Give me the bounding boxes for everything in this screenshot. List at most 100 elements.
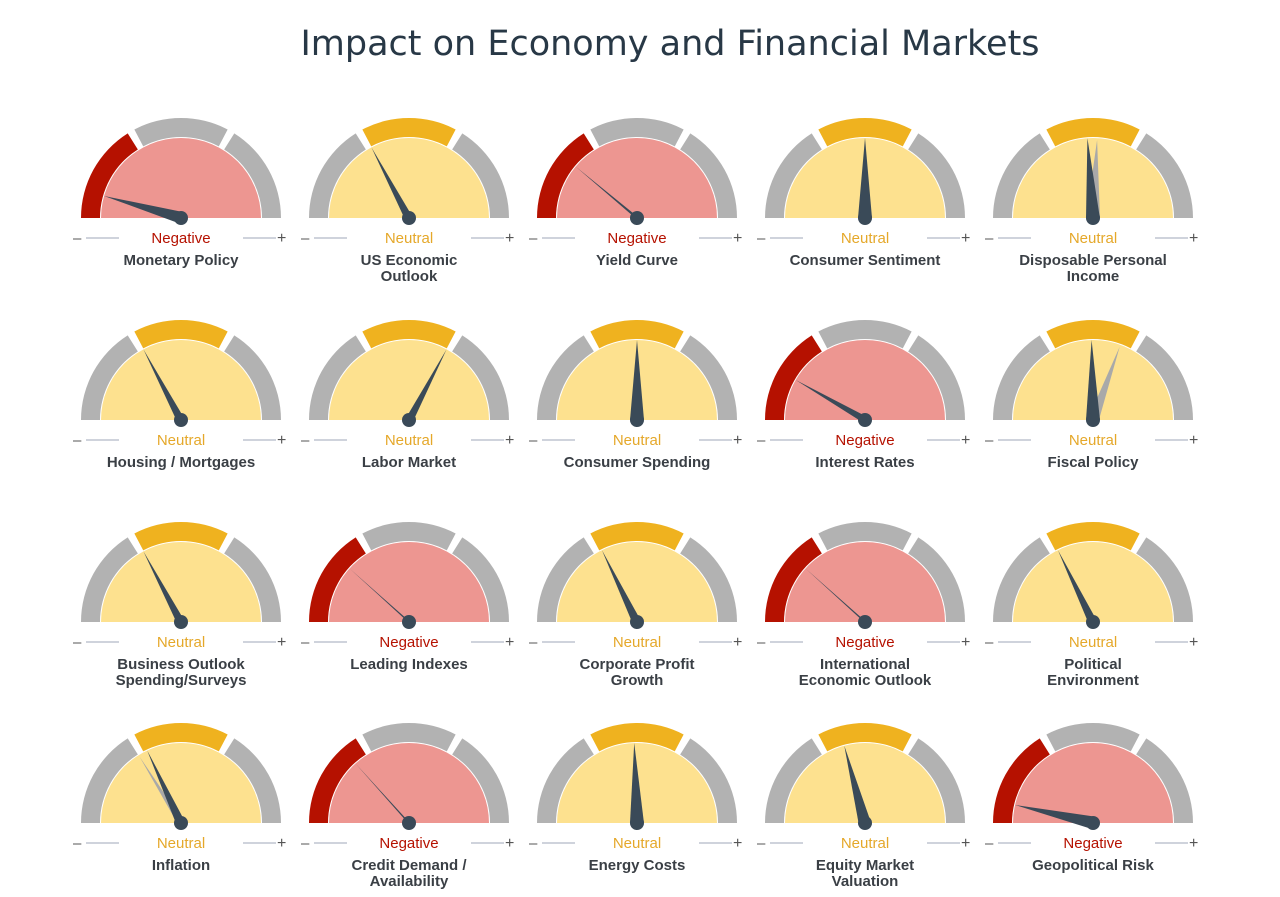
gauge-card: – + Neutral US Economic Outlook xyxy=(295,118,523,285)
scale-plus: + xyxy=(961,835,970,852)
gauge-needle xyxy=(1086,340,1100,421)
gauge-band xyxy=(1136,335,1193,420)
gauge-face xyxy=(329,138,489,218)
gauge-band xyxy=(765,738,822,823)
gauge-card: – + Neutral Labor Market xyxy=(295,320,523,471)
gauge-band xyxy=(224,335,281,420)
gauge-card: – + Neutral Housing / Mortgages xyxy=(67,320,295,471)
gauge-card: – + Negative Monetary Policy xyxy=(67,118,295,269)
gauge-card: – + Negative Geopolitical Risk xyxy=(979,723,1207,874)
scale-plus: + xyxy=(733,634,742,651)
gauge-band xyxy=(224,537,281,622)
gauge-dial: – + Negative xyxy=(301,522,514,651)
gauge-band xyxy=(309,133,366,218)
gauge-dial: – + Neutral xyxy=(985,320,1198,449)
gauge-face xyxy=(101,340,261,420)
gauge-face xyxy=(557,542,717,622)
gauge-needle xyxy=(844,745,872,825)
page-title: Impact on Economy and Financial Markets xyxy=(300,24,1040,64)
gauge-band xyxy=(590,118,684,147)
gauge-status: Negative xyxy=(835,432,894,449)
gauge-needle xyxy=(1015,805,1095,830)
scale-plus: + xyxy=(277,230,286,247)
gauge-dial: – + Negative xyxy=(529,118,742,247)
gauge-dial: – + Negative xyxy=(73,118,286,247)
gauge-band xyxy=(309,537,366,622)
scale-plus: + xyxy=(505,432,514,449)
gauge-card: – + Neutral Consumer Spending xyxy=(523,320,751,471)
gauge-status: Neutral xyxy=(841,835,889,852)
scale-plus: + xyxy=(733,835,742,852)
gauge-band xyxy=(1046,723,1140,752)
gauge-band xyxy=(1046,320,1140,349)
gauge-band xyxy=(362,320,456,349)
gauge-status: Neutral xyxy=(157,835,205,852)
gauge-band xyxy=(818,118,912,147)
needle-hub xyxy=(174,615,188,629)
gauge-name: Equity Market Valuation xyxy=(815,857,915,890)
scale-minus: – xyxy=(73,634,82,651)
needle-hub xyxy=(1086,816,1100,830)
scale-minus: – xyxy=(985,230,994,247)
gauge-band xyxy=(993,738,1050,823)
scale-minus: – xyxy=(985,634,994,651)
gauge-card: – + Negative International Economic Outlook xyxy=(751,522,979,689)
gauge-band xyxy=(765,133,822,218)
needle-hub xyxy=(1086,615,1100,629)
gauge-status: Negative xyxy=(379,634,438,651)
gauge-status: Neutral xyxy=(1069,230,1117,247)
gauge-needle xyxy=(104,195,183,225)
scale-minus: – xyxy=(529,230,538,247)
gauge-dial: – + Negative xyxy=(757,522,970,651)
gauge-name: Yield Curve xyxy=(596,252,678,269)
gauge-band xyxy=(993,335,1050,420)
scale-plus: + xyxy=(733,432,742,449)
gauge-name: Labor Market xyxy=(361,454,457,471)
gauge-card: – + Negative Leading Indexes xyxy=(295,522,523,673)
needle-hub xyxy=(174,211,188,225)
scale-minus: – xyxy=(985,835,994,852)
gauge-dial: – + Neutral xyxy=(529,522,742,651)
gauge-card: – + Negative Yield Curve xyxy=(523,118,751,269)
gauge-dial: – + Negative xyxy=(757,320,970,449)
gauge-card: – + Neutral Energy Costs xyxy=(523,723,751,874)
gauge-needle xyxy=(143,349,188,424)
gauge-dial: – + Neutral xyxy=(301,118,514,247)
gauge-name: Consumer Spending xyxy=(563,454,711,471)
gauge-band xyxy=(1046,118,1140,147)
gauge-face xyxy=(329,743,489,823)
gauge-dial: – + Neutral xyxy=(73,320,286,449)
gauge-card: – + Neutral Equity Market Valuation xyxy=(751,723,979,890)
gauge-band xyxy=(1136,738,1193,823)
gauge-status: Negative xyxy=(607,230,666,247)
needle-hub xyxy=(402,816,416,830)
gauge-band xyxy=(81,335,138,420)
scale-plus: + xyxy=(961,634,970,651)
gauge-band xyxy=(908,133,965,218)
scale-minus: – xyxy=(73,835,82,852)
gauge-band xyxy=(362,118,456,147)
gauge-status: Neutral xyxy=(613,835,661,852)
gauge-name: Inflation xyxy=(151,857,211,874)
gauge-name: Leading Indexes xyxy=(350,656,468,673)
gauge-band xyxy=(818,320,912,349)
gauge-face xyxy=(785,542,945,622)
scale-minus: – xyxy=(757,432,766,449)
needle-hub xyxy=(858,615,872,629)
needle-hub xyxy=(630,615,644,629)
gauge-status: Neutral xyxy=(841,230,889,247)
gauge-status: Neutral xyxy=(157,432,205,449)
gauge-dial: – + Neutral xyxy=(757,118,970,247)
gauge-band xyxy=(908,537,965,622)
gauge-card: – + Neutral Political Environment xyxy=(979,522,1207,689)
needle-hub xyxy=(174,816,188,830)
scale-minus: – xyxy=(301,835,310,852)
scale-plus: + xyxy=(961,230,970,247)
gauge-band xyxy=(993,133,1050,218)
gauge-band xyxy=(134,723,228,752)
needle-hub xyxy=(630,211,644,225)
gauge-face xyxy=(101,743,261,823)
gauge-band xyxy=(680,738,737,823)
gauge-band xyxy=(537,738,594,823)
scale-plus: + xyxy=(505,835,514,852)
